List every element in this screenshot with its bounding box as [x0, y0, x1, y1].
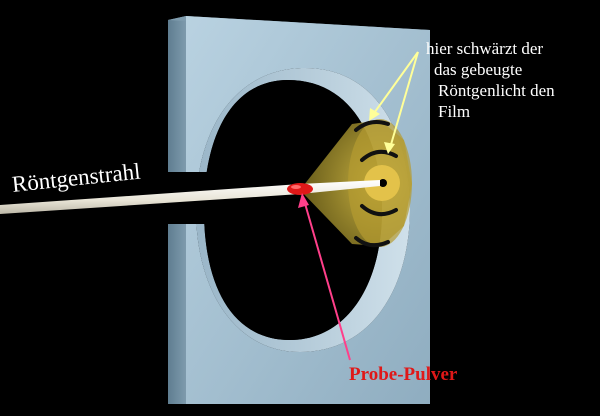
- sample-label: Probe-Pulver: [349, 364, 458, 385]
- sample-arrow: [298, 193, 351, 361]
- diffraction-arc-bottom: [354, 236, 390, 248]
- film-annotation-line-2: das gebeugte: [434, 60, 523, 79]
- film-annotation-line-1: hier schwärzt der: [426, 39, 544, 58]
- diffraction-arc-mid-lower: [360, 204, 398, 217]
- diffraction-arc-mid-upper: [360, 149, 398, 162]
- film-annotation-line-3: Röntgenlicht den: [438, 81, 555, 100]
- xray-beam: [0, 180, 380, 214]
- film-annotation: hier schwärzt der das gebeugte Röntgenli…: [426, 38, 555, 122]
- primary-beam-spot: [379, 179, 387, 187]
- camera-front-face: [186, 16, 430, 404]
- powder-sample: [287, 183, 313, 195]
- film-annotation-line-4: Film: [438, 102, 471, 121]
- diffraction-arc-top: [354, 120, 390, 132]
- powder-sample-highlight: [291, 185, 301, 189]
- film-arrows: [369, 51, 419, 154]
